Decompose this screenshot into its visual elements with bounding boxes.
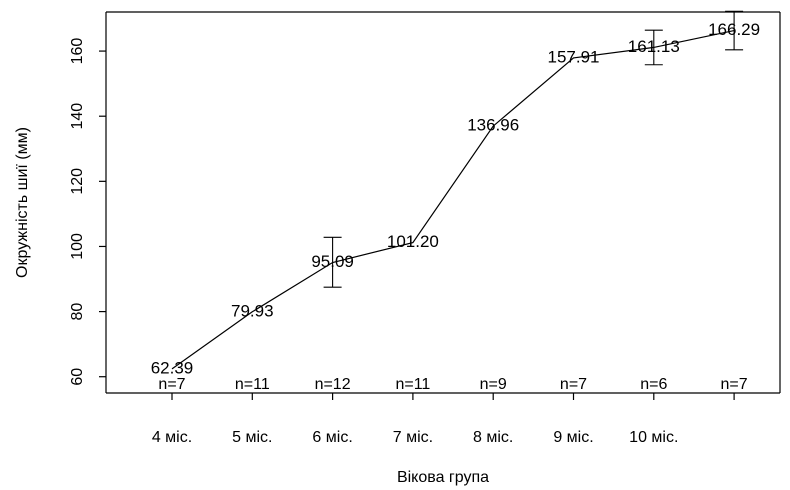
- x-ticks: 4 міс. 5 міс. 6 міс. 7 міс. 8 міс. 9 міс. 10 м…: [152, 393, 735, 446]
- sample-size-label: n=6: [640, 376, 667, 393]
- x-tick-label: 7 міс.: [393, 429, 433, 446]
- sample-size-label: n=7: [560, 376, 587, 393]
- sample-size-label: n=11: [235, 376, 270, 393]
- sample-size-label: n=9: [480, 376, 507, 393]
- data-label: 79.93: [231, 301, 274, 320]
- axes: [105, 11, 781, 394]
- data-label: 166.29: [708, 20, 760, 39]
- x-tick-label: 9 міс.: [553, 429, 593, 446]
- y-tick-label: 160: [69, 38, 86, 65]
- data-label: 157.91: [548, 47, 600, 66]
- x-axis-title: Вікова група: [397, 469, 489, 486]
- data-labels: 62.39 79.93 95.09 101.20 136.96 157.91 161.13 1…: [151, 20, 760, 377]
- y-tick-label: 120: [69, 168, 86, 195]
- y-axis-title: Окружність шиї (мм): [14, 127, 31, 278]
- x-tick-label: 8 міс.: [473, 429, 513, 446]
- y-ticks: 60 80 100 120 140 160: [69, 38, 106, 386]
- y-tick-label: 60: [69, 368, 86, 386]
- sample-size-label: n=7: [158, 376, 185, 393]
- data-label: 95.09: [311, 252, 354, 271]
- data-label: 101.20: [387, 232, 439, 251]
- y-tick-label: 80: [69, 303, 86, 321]
- sample-size-label: n=7: [721, 376, 748, 393]
- sample-size-label: n=12: [315, 376, 351, 393]
- x-tick-label: 4 міс.: [152, 429, 192, 446]
- x-tick-label: 5 міс.: [232, 429, 272, 446]
- data-label: 136.96: [467, 116, 519, 135]
- series-line: [171, 30, 735, 370]
- data-label: 161.13: [628, 37, 680, 56]
- x-tick-label: 10 міс.: [629, 429, 678, 446]
- sample-size-labels: n=7 n=11 n=12 n=11 n=9 n=7 n=6 n=7: [158, 376, 747, 393]
- y-tick-label: 140: [69, 103, 86, 130]
- y-tick-label: 100: [69, 233, 86, 260]
- data-label: 62.39: [151, 358, 194, 377]
- sample-size-label: n=11: [395, 376, 430, 393]
- x-tick-label: 6 міс.: [312, 429, 352, 446]
